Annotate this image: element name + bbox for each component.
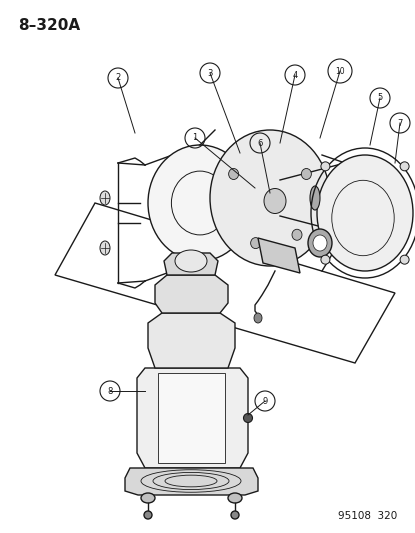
Ellipse shape — [301, 168, 311, 180]
Text: 4: 4 — [293, 70, 298, 79]
Text: 10: 10 — [335, 67, 345, 76]
Text: 8: 8 — [107, 386, 113, 395]
Ellipse shape — [254, 313, 262, 323]
Ellipse shape — [228, 493, 242, 503]
Ellipse shape — [400, 162, 409, 171]
Ellipse shape — [141, 493, 155, 503]
Ellipse shape — [264, 189, 286, 214]
Ellipse shape — [100, 191, 110, 205]
Text: 5: 5 — [377, 93, 383, 102]
Polygon shape — [125, 468, 258, 495]
Text: 7: 7 — [397, 118, 403, 127]
Ellipse shape — [229, 168, 239, 180]
Ellipse shape — [321, 162, 330, 171]
Ellipse shape — [100, 241, 110, 255]
Polygon shape — [158, 373, 225, 463]
Ellipse shape — [148, 145, 252, 261]
Text: 3: 3 — [208, 69, 213, 77]
Ellipse shape — [317, 155, 413, 271]
Text: 95108  320: 95108 320 — [338, 511, 397, 521]
Ellipse shape — [321, 255, 330, 264]
Ellipse shape — [310, 186, 320, 210]
Polygon shape — [155, 275, 228, 313]
Ellipse shape — [244, 414, 252, 423]
Ellipse shape — [144, 511, 152, 519]
Polygon shape — [164, 253, 218, 275]
Text: 8–320A: 8–320A — [18, 18, 80, 33]
Text: 6: 6 — [257, 139, 263, 148]
Polygon shape — [258, 238, 300, 273]
Ellipse shape — [313, 235, 327, 251]
Ellipse shape — [231, 511, 239, 519]
Polygon shape — [137, 368, 248, 468]
Ellipse shape — [338, 180, 352, 216]
Text: 1: 1 — [193, 133, 198, 142]
Ellipse shape — [308, 229, 332, 257]
Ellipse shape — [175, 250, 207, 272]
Ellipse shape — [292, 229, 302, 240]
Polygon shape — [148, 313, 235, 368]
Ellipse shape — [251, 238, 261, 248]
Text: 9: 9 — [262, 397, 268, 406]
Text: 2: 2 — [115, 74, 121, 83]
Ellipse shape — [210, 130, 330, 266]
Ellipse shape — [400, 255, 409, 264]
